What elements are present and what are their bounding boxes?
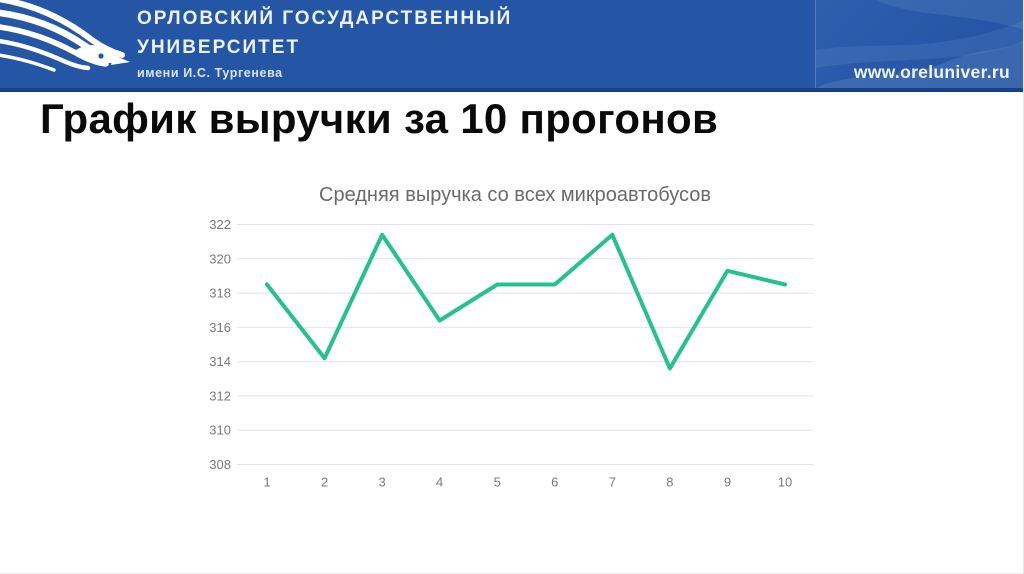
y-axis-tick-label: 322 <box>209 217 231 232</box>
university-name: ОРЛОВСКИЙ ГОСУДАРСТВЕННЫЙ УНИВЕРСИТЕТ им… <box>137 8 512 80</box>
x-axis-tick-label: 8 <box>666 475 673 490</box>
header-banner: ОРЛОВСКИЙ ГОСУДАРСТВЕННЫЙ УНИВЕРСИТЕТ им… <box>0 0 1023 92</box>
website-url: www.oreluniver.ru <box>853 62 1010 82</box>
y-axis-tick-label: 314 <box>209 354 231 369</box>
y-axis-tick-label: 318 <box>209 286 231 301</box>
revenue-line-chart: 308 310 312 314 316 318 320 322 1 2 3 4 5 6 7 8 9 10 <box>209 217 813 490</box>
revenue-series-line <box>265 232 787 371</box>
x-axis-tick-label: 9 <box>724 475 731 490</box>
x-axis-tick-label: 5 <box>494 475 501 490</box>
university-subtitle: имени И.С. Тургенева <box>137 66 283 80</box>
y-axis-tick-label: 320 <box>209 251 231 266</box>
x-axis-tick-label: 10 <box>778 475 792 490</box>
x-axis-tick-label: 1 <box>263 475 270 490</box>
x-axis-tick-label: 3 <box>378 475 385 490</box>
header-inner: ОРЛОВСКИЙ ГОСУДАРСТВЕННЫЙ УНИВЕРСИТЕТ им… <box>0 0 1023 88</box>
header-right-panel: www.oreluniver.ru <box>815 0 1023 88</box>
slide-title: График выручки за 10 прогонов <box>40 95 719 142</box>
chart-title: Средняя выручка со всех микроавтобусов <box>319 184 711 206</box>
x-axis-tick-label: 2 <box>321 475 328 490</box>
x-axis-tick-label: 7 <box>609 475 616 490</box>
y-axis-tick-label: 316 <box>209 320 231 335</box>
x-axis-tick-label: 6 <box>551 475 558 490</box>
university-name-line1: ОРЛОВСКИЙ ГОСУДАРСТВЕННЫЙ <box>137 8 513 29</box>
university-name-line2: УНИВЕРСИТЕТ <box>137 37 301 58</box>
x-axis-tick-label: 4 <box>436 475 443 490</box>
eagle-logo-icon <box>0 0 130 72</box>
y-axis-tick-label: 310 <box>209 423 231 438</box>
y-axis-tick-label: 308 <box>209 457 231 472</box>
wave-decoration-icon <box>816 0 1023 88</box>
y-axis-tick-label: 312 <box>209 388 231 403</box>
